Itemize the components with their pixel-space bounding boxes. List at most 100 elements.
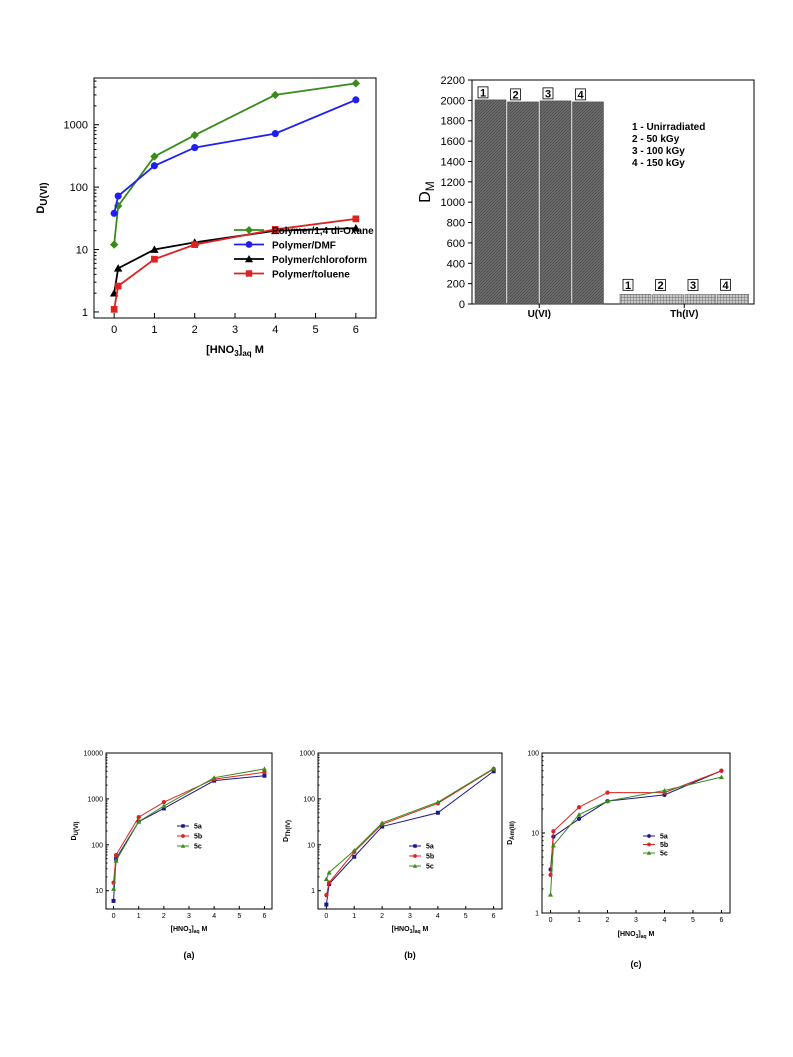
bar-label-box <box>542 87 554 100</box>
series-polymer-chloroform <box>109 223 361 297</box>
bar-label-text: 3 <box>545 88 551 100</box>
data-point <box>327 882 332 887</box>
legend-marker <box>245 255 253 263</box>
data-point <box>379 820 385 825</box>
x-tick-label: 6 <box>720 917 724 924</box>
legend-marker <box>646 850 652 855</box>
x-tick-label: 6 <box>353 324 359 336</box>
legend-label: Polymer/DMF <box>272 241 336 252</box>
y-axis-label: DAm(III) <box>507 821 516 845</box>
x-tick-label: 5 <box>237 913 241 920</box>
data-point <box>271 130 279 138</box>
bar-label: 4 <box>720 278 731 292</box>
series-line <box>325 768 494 880</box>
bar-label: 2 <box>655 279 666 292</box>
y-tick-label: 200 <box>447 279 465 291</box>
legend-label: 5b <box>194 834 202 841</box>
y-axis-label: DTh(IV) <box>283 820 292 842</box>
x-tick-label: 1 <box>577 917 581 924</box>
data-point <box>661 787 667 793</box>
y-tick-label: 2000 <box>441 95 465 107</box>
x-tick-label: 1 <box>151 324 157 336</box>
data-point <box>491 765 497 771</box>
y-tick-label: 1000 <box>87 796 103 803</box>
y-tick-label: 100 <box>91 842 103 849</box>
data-point <box>605 798 611 804</box>
y-tick-label: 1 <box>311 888 315 895</box>
bar-label-text: 4 <box>577 89 584 101</box>
legend-label: Polymer/chloroform <box>272 255 367 266</box>
legend-marker <box>245 226 253 234</box>
legend-marker <box>181 834 185 838</box>
bar <box>539 100 572 305</box>
bar-label-text: 2 <box>512 89 518 101</box>
y-tick-label: 10000 <box>84 751 104 758</box>
data-point <box>113 201 123 211</box>
data-point <box>352 215 360 223</box>
legend: Polymer/1,4 di-Oxane Polymer/DMF Polymer/c… <box>234 226 374 281</box>
data-point <box>605 790 610 795</box>
series-5c <box>548 774 724 897</box>
data-point <box>551 829 556 834</box>
x-tick-label: 2 <box>192 324 198 336</box>
data-point <box>190 238 199 246</box>
bar-label: 1 <box>477 86 489 99</box>
bar-group-0: 1 2 3 4 <box>474 86 604 305</box>
y-tick-label: 800 <box>447 218 465 230</box>
data-point <box>379 822 385 827</box>
data-point <box>548 892 554 897</box>
data-point <box>114 192 122 200</box>
panel-caption: (b) <box>404 950 416 960</box>
y-tick-label: 1400 <box>441 156 465 168</box>
x-tick-label: 5 <box>691 917 695 924</box>
series-line <box>113 82 356 245</box>
series-line <box>113 775 265 901</box>
bar-label-text: 1 <box>625 280 631 292</box>
x-axis-label: [HNO3]aq M <box>206 344 264 358</box>
data-point <box>352 849 357 855</box>
legend-label: 5b <box>426 854 434 861</box>
data-point <box>111 898 116 903</box>
x-tick-label: 2 <box>606 917 610 924</box>
data-point <box>435 801 441 806</box>
data-point <box>262 773 267 778</box>
data-point <box>326 869 332 875</box>
data-point <box>151 255 158 263</box>
panel-caption: (a) <box>184 950 195 960</box>
bar-label: 4 <box>575 88 586 101</box>
data-point <box>435 810 440 815</box>
y-tick-label: 10 <box>76 245 88 257</box>
data-point <box>136 819 141 824</box>
data-point <box>136 819 142 824</box>
data-point <box>109 240 119 249</box>
series-line <box>550 770 722 875</box>
y-tick-label: 1000 <box>64 120 88 132</box>
legend-label: Polymer/toluene <box>272 270 350 281</box>
data-point <box>718 774 724 780</box>
y-axis-label: DM <box>417 181 437 203</box>
x-category-label: U(VI) <box>528 309 551 320</box>
data-point <box>352 854 357 859</box>
bar-label: 3 <box>542 87 554 100</box>
x-category-label: Th(IV) <box>670 309 698 320</box>
data-point <box>719 768 724 773</box>
bar <box>684 294 717 305</box>
data-point <box>491 766 496 772</box>
legend-marker <box>647 834 651 838</box>
y-tick-label: 100 <box>70 182 88 194</box>
plot-frame <box>93 77 377 319</box>
data-point <box>211 775 217 780</box>
legend-marker <box>181 824 185 828</box>
x-tick-label: 3 <box>408 913 412 920</box>
panel-caption: (c) <box>631 959 642 969</box>
data-point <box>113 264 123 272</box>
bar-label: 1 <box>622 278 634 292</box>
bar-label-box <box>720 278 731 291</box>
x-tick-label: 1 <box>137 913 141 920</box>
bar <box>619 294 652 305</box>
y-tick-label: 400 <box>447 258 465 270</box>
bar-label-box <box>477 86 489 99</box>
data-point <box>191 144 199 152</box>
